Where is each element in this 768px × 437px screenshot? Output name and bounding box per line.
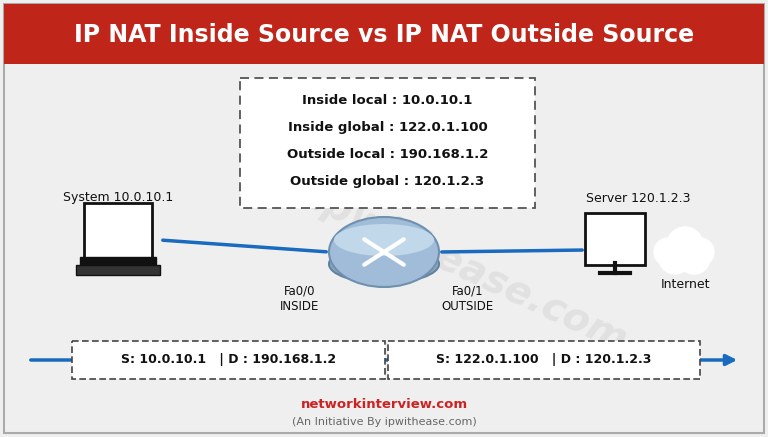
FancyBboxPatch shape	[388, 341, 700, 379]
Text: ipwithease.com: ipwithease.com	[306, 180, 634, 360]
Circle shape	[678, 242, 710, 274]
Text: S: 122.0.1.100   | D : 120.1.2.3: S: 122.0.1.100 | D : 120.1.2.3	[436, 354, 652, 367]
Text: Internet: Internet	[660, 278, 710, 291]
Circle shape	[667, 227, 703, 263]
Circle shape	[686, 238, 714, 266]
Text: Fa0/0
INSIDE: Fa0/0 INSIDE	[280, 285, 319, 313]
Circle shape	[659, 242, 691, 274]
Text: Outside local : 190.168.1.2: Outside local : 190.168.1.2	[286, 148, 488, 160]
Text: Outside global : 120.1.2.3: Outside global : 120.1.2.3	[290, 174, 485, 187]
Ellipse shape	[329, 245, 439, 283]
FancyBboxPatch shape	[72, 341, 385, 379]
Text: IP NAT Inside Source vs IP NAT Outside Source: IP NAT Inside Source vs IP NAT Outside S…	[74, 23, 694, 47]
FancyBboxPatch shape	[240, 78, 535, 208]
Ellipse shape	[329, 217, 439, 287]
FancyBboxPatch shape	[585, 213, 645, 265]
FancyBboxPatch shape	[4, 4, 764, 64]
FancyBboxPatch shape	[84, 203, 152, 259]
Text: S: 10.0.10.1   | D : 190.168.1.2: S: 10.0.10.1 | D : 190.168.1.2	[121, 354, 336, 367]
Text: Fa0/1
OUTSIDE: Fa0/1 OUTSIDE	[442, 285, 494, 313]
Ellipse shape	[334, 224, 434, 256]
FancyBboxPatch shape	[76, 265, 160, 275]
Text: Inside global : 122.0.1.100: Inside global : 122.0.1.100	[288, 121, 488, 133]
Text: networkinterview.com: networkinterview.com	[300, 399, 468, 412]
Text: Server 120.1.2.3: Server 120.1.2.3	[586, 191, 690, 205]
Text: System 10.0.10.1: System 10.0.10.1	[63, 191, 173, 205]
Circle shape	[654, 238, 682, 266]
Text: Inside local : 10.0.10.1: Inside local : 10.0.10.1	[303, 94, 472, 107]
FancyBboxPatch shape	[4, 4, 764, 433]
Text: (An Initiative By ipwithease.com): (An Initiative By ipwithease.com)	[292, 417, 476, 427]
FancyBboxPatch shape	[80, 257, 156, 265]
